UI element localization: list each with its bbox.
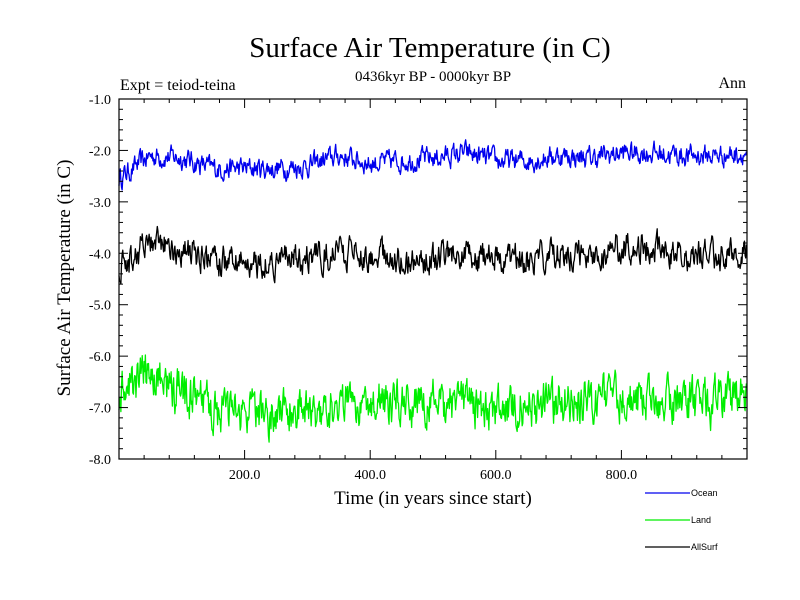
y-tick-label: -7.0 xyxy=(89,402,111,417)
y-tick-label: -8.0 xyxy=(89,453,111,468)
x-tick-label: 400.0 xyxy=(354,468,386,483)
y-axis-label: Surface Air Temperature (in C) xyxy=(54,160,75,397)
y-tick-label: -4.0 xyxy=(89,247,111,262)
x-tick-label: 600.0 xyxy=(480,468,512,483)
series-line-land xyxy=(118,354,748,443)
plot-frame xyxy=(118,98,748,460)
y-tick-label: -3.0 xyxy=(89,196,111,211)
series-line-ocean xyxy=(118,139,748,191)
x-axis-label: Time (in years since start) xyxy=(334,488,532,509)
legend: Ocean Land AllSurf xyxy=(645,488,718,552)
season-label: Ann xyxy=(718,75,746,92)
x-tick-label: 200.0 xyxy=(229,468,261,483)
experiment-label: Expt = teiod-teina xyxy=(120,77,236,94)
series-layer xyxy=(118,139,748,443)
y-tick-label: -1.0 xyxy=(89,93,111,108)
chart-title: Surface Air Temperature (in C) xyxy=(249,32,610,64)
legend-label-land: Land xyxy=(691,515,711,525)
legend-label-ocean: Ocean xyxy=(691,488,718,498)
y-tick-label: -6.0 xyxy=(89,350,111,365)
legend-label-allsurf: AllSurf xyxy=(691,542,718,552)
x-tick-label: 800.0 xyxy=(606,468,638,483)
chart-subtitle: 0436kyr BP - 0000kyr BP xyxy=(355,69,511,85)
y-tick-label: -5.0 xyxy=(89,299,111,314)
series-line-allsurf xyxy=(118,225,748,285)
tick-layer: -1.0 -2.0 -3.0 -4.0 -5.0 -6.0 -7.0 -8.0 200.0 400… xyxy=(89,93,747,483)
y-tick-label: -2.0 xyxy=(89,144,111,159)
